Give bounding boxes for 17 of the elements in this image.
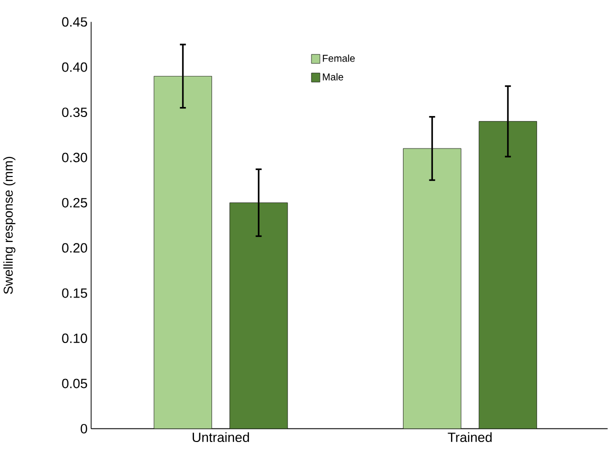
- x-tick-label: Untrained: [192, 432, 249, 442]
- y-tick-label: 0.10: [62, 334, 88, 344]
- y-tick-label: 0.20: [62, 243, 88, 253]
- legend-label: Male: [322, 73, 344, 81]
- y-tick-label: 0: [80, 424, 88, 434]
- y-axis-title: Swelling response (mm): [3, 157, 16, 294]
- y-tick-label: 0.45: [62, 17, 88, 27]
- y-tick-label: 0.25: [62, 198, 88, 208]
- legend-label: Female: [322, 54, 355, 62]
- y-tick-label: 0.40: [62, 62, 88, 72]
- x-tick-label: Trained: [448, 432, 492, 442]
- y-tick-label: 0.15: [62, 288, 88, 298]
- y-tick-label: 0.30: [62, 152, 88, 162]
- bar: [154, 76, 212, 429]
- y-tick-label: 0.35: [62, 108, 88, 118]
- y-tick-label: 0.05: [62, 378, 88, 388]
- bar: [230, 202, 288, 429]
